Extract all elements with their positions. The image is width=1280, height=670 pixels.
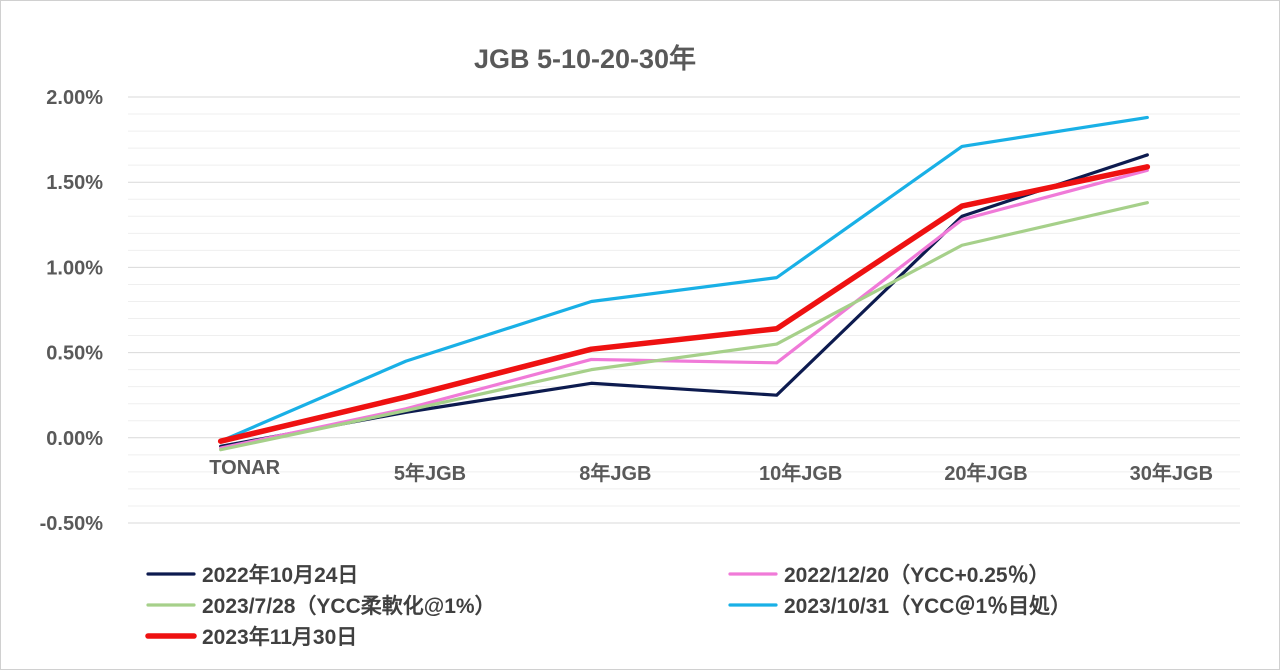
y-tick-label: 1.00%	[46, 257, 103, 279]
x-tick-label: 30年JGB	[1130, 461, 1213, 485]
legend-label-4: 2023/10/31（YCC＠1％目処）	[784, 594, 1071, 618]
y-tick-label: 0.50%	[46, 343, 103, 365]
legend-label-5: 2023年11月30日	[202, 625, 357, 649]
x-tick-label: 20年JGB	[944, 461, 1027, 485]
legend-label-1: 2022年10月24日	[202, 563, 358, 587]
y-axis: 2.00% 1.50% 1.00% 0.50% 0.00% -0.50%	[40, 87, 104, 535]
legend: 2022年10月24日 2022/12/20（YCC+0.25％） 2023/7/2…	[145, 563, 1071, 649]
x-tick-label: 8年JGB	[579, 461, 651, 485]
x-tick-label: 5年JGB	[394, 461, 466, 485]
x-tick-label: 10年JGB	[759, 461, 842, 485]
grid-layer	[128, 96, 1240, 524]
legend-label-3: 2023/7/28（YCC柔軟化@1%）	[202, 594, 496, 618]
series-line-2	[219, 168, 1149, 450]
legend-label-2: 2022/12/20（YCC+0.25％）	[784, 563, 1050, 587]
x-tick-label: TONAR	[209, 457, 280, 479]
series-line-4	[219, 115, 1149, 443]
chart-title: JGB 5-10-20-30年	[474, 43, 696, 74]
series-layer	[217, 115, 1151, 452]
series-line-5	[217, 164, 1151, 444]
x-axis: TONAR 5年JGB 8年JGB 10年JGB 20年JGB 30年JGB	[209, 457, 1213, 485]
y-tick-label: 0.00%	[46, 428, 103, 450]
series-line-3	[219, 201, 1149, 452]
y-tick-label: 2.00%	[46, 87, 103, 109]
y-tick-label: -0.50%	[40, 513, 104, 535]
y-tick-label: 1.50%	[46, 172, 103, 194]
